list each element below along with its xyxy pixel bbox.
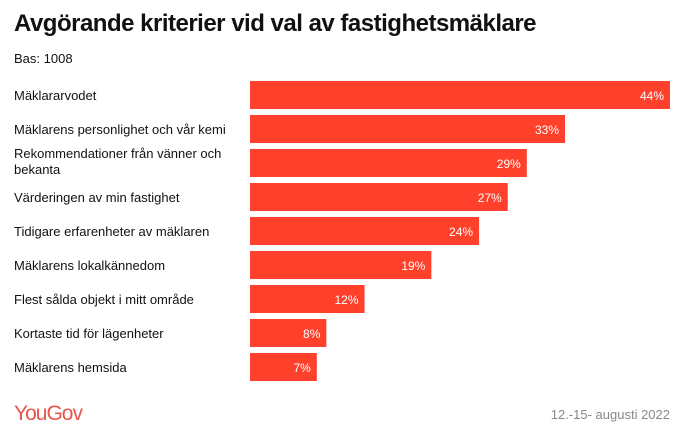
data-label: 24%	[449, 225, 473, 239]
bar	[250, 115, 565, 143]
category-label: Mäklarens personlighet och vår kemi	[14, 122, 226, 137]
category-label: Värderingen av min fastighet	[14, 190, 180, 205]
data-label: 8%	[303, 327, 321, 341]
bar	[250, 319, 327, 347]
yougov-logo: YouGov	[14, 402, 83, 425]
bar	[250, 217, 480, 245]
data-label: 7%	[293, 361, 311, 375]
bar	[250, 183, 508, 211]
data-label: 44%	[640, 89, 664, 103]
bar	[250, 285, 365, 313]
bar	[250, 251, 432, 279]
category-label: Flest sålda objekt i mitt område	[14, 292, 194, 307]
category-label: Mäklarens lokalkännedom	[14, 258, 165, 273]
category-label: Tidigare erfarenheter av mäklaren	[14, 224, 209, 239]
category-label: Rekommendationer från vänner och bekanta	[14, 146, 221, 177]
bar	[250, 149, 527, 177]
data-label: 19%	[401, 259, 425, 273]
data-label: 12%	[335, 293, 359, 307]
bar	[250, 353, 317, 381]
category-label: Mäklararvodet	[14, 88, 97, 103]
data-label: 27%	[478, 191, 502, 205]
category-label: Mäklarens hemsida	[14, 360, 127, 375]
data-label: 33%	[535, 123, 559, 137]
chart-title: Avgörande kriterier vid val av fastighet…	[14, 10, 537, 37]
data-label: 29%	[497, 157, 521, 171]
category-label: Kortaste tid för lägenheter	[14, 326, 164, 341]
bar	[250, 81, 670, 109]
chart-subtitle: Bas: 1008	[14, 51, 73, 66]
bar-chart: Mäklararvodet 44% Mäklarens personlighet o…	[14, 81, 670, 381]
survey-date: 12.-15- augusti 2022	[550, 407, 670, 422]
